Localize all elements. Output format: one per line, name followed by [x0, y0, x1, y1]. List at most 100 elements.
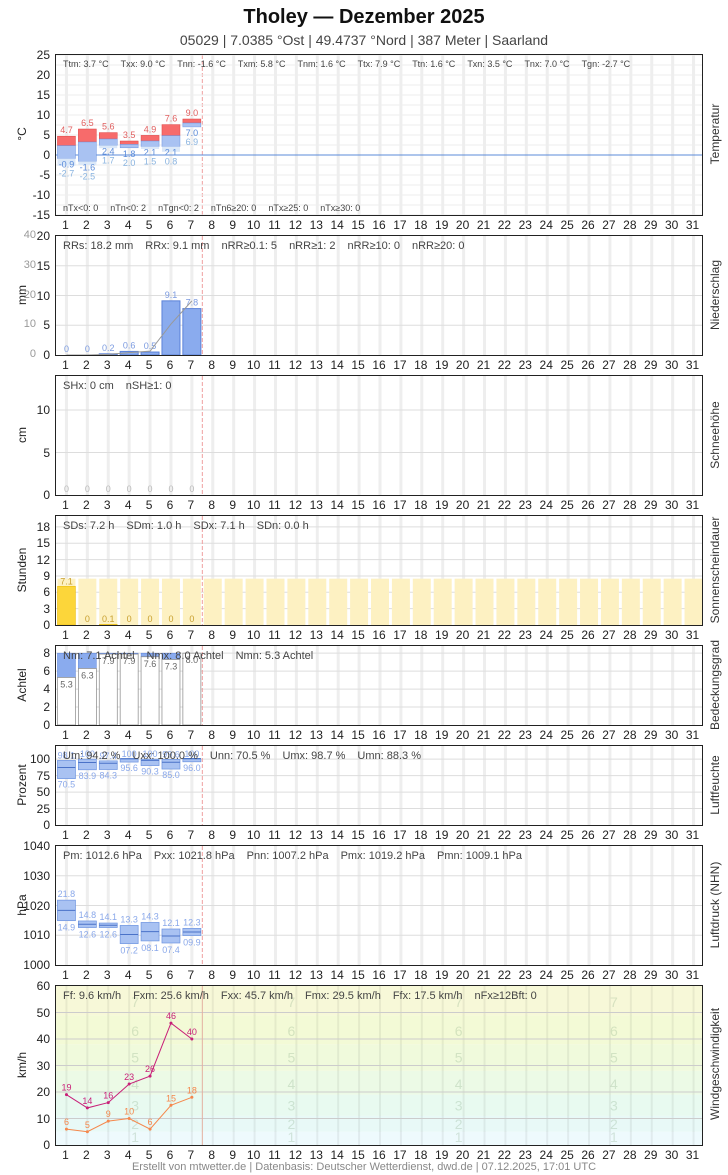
svg-text:2.4: 2.4	[102, 146, 115, 156]
stat-item: Ttn: 1.6 °C	[412, 59, 456, 69]
panel-stats: Pm: 1012.6 hPa Pxx: 1021.8 hPa Pnn: 1007.2…	[63, 850, 534, 862]
stat-item: nRR≥0.1: 5	[221, 240, 278, 252]
x-tick-label: 1	[62, 728, 69, 742]
svg-text:0: 0	[168, 614, 173, 624]
svg-text:07.2: 07.2	[120, 946, 138, 956]
panel-wind: 1 2 3 4 5 6 7 1 2 3 4 5 6 7 1 2 3 4 5 6 7 1 2 3 4 5 6 7 19 14 16 23 26 46…	[55, 985, 703, 1146]
x-tick-label: 23	[518, 498, 532, 512]
svg-text:96.0: 96.0	[183, 763, 201, 773]
x-tick-label: 14	[330, 828, 344, 842]
svg-text:0.8: 0.8	[165, 157, 178, 167]
svg-text:2.1: 2.1	[144, 148, 157, 158]
x-tick-label: 28	[623, 498, 637, 512]
y-tick-label: 0	[43, 618, 50, 632]
x-tick-label: 22	[497, 498, 512, 512]
x-tick-label: 27	[602, 358, 616, 372]
svg-text:1: 1	[287, 1129, 295, 1145]
y-axis-label: °C	[15, 127, 29, 141]
svg-text:4.7: 4.7	[60, 125, 73, 135]
svg-text:100: 100	[143, 749, 158, 759]
svg-text:-0.9: -0.9	[59, 160, 75, 170]
x-tick-label: 1	[62, 628, 69, 642]
svg-text:-2.5: -2.5	[80, 171, 96, 181]
svg-text:1.8: 1.8	[123, 149, 136, 159]
x-tick-label: 7	[187, 218, 195, 232]
y-tick-label: 18	[36, 519, 50, 534]
y-tick-label-secondary: 30	[23, 258, 36, 271]
panel-bedeckung: 5.3 6.3 7.9 7.9 7.6 7.3 8.0 Nm: 7.1 Achtel Nmx: …	[55, 645, 703, 726]
stat-item: nFx≥12Bft: 0	[474, 990, 537, 1002]
x-tick-label: 16	[372, 728, 386, 742]
x-tick-label: 8	[208, 358, 216, 372]
svg-text:0.1: 0.1	[102, 614, 115, 624]
svg-text:0: 0	[127, 484, 132, 494]
x-tick-label: 10	[246, 728, 261, 742]
stat-item: Umn: 88.3 %	[357, 750, 421, 762]
svg-text:16: 16	[103, 1091, 113, 1101]
stat-item: Ffx: 17.5 km/h	[392, 990, 463, 1002]
x-tick-label: 17	[393, 728, 407, 742]
stat-item: Pmx: 1019.2 hPa	[340, 850, 425, 862]
svg-text:08.1: 08.1	[141, 943, 159, 953]
x-tick-label: 7	[187, 828, 195, 842]
x-tick-label: 24	[539, 628, 553, 642]
svg-text:6: 6	[610, 1023, 618, 1039]
stat-item: Unn: 70.5 %	[209, 750, 271, 762]
x-tick-label: 27	[602, 498, 616, 512]
stat-item: Pm: 1012.6 hPa	[63, 850, 142, 862]
panel-schneehoehe: 0 0 0 0 0 0 0 SHx: 0 cm nSH≥1: 0	[55, 375, 703, 496]
svg-text:7: 7	[131, 994, 139, 1010]
x-tick-label: 20	[455, 218, 470, 232]
x-tick-label: 31	[685, 498, 700, 512]
svg-text:1.7: 1.7	[102, 155, 115, 165]
x-tick-label: 12	[288, 498, 303, 512]
y-tick-label: 0	[43, 818, 50, 832]
x-tick-label: 8	[208, 968, 216, 982]
x-tick-label: 20	[455, 828, 470, 842]
x-tick-label: 8	[208, 1148, 216, 1162]
x-tick-label: 28	[623, 628, 637, 642]
svg-text:6.5: 6.5	[81, 118, 94, 128]
x-tick-label: 18	[414, 828, 428, 842]
y-axis-label: hPa	[15, 893, 29, 916]
svg-text:0: 0	[106, 484, 111, 494]
stat-item: nTx≥25: 0	[268, 203, 309, 213]
x-tick-label: 11	[268, 968, 281, 982]
x-tick-label: 29	[644, 498, 658, 512]
x-tick-label: 18	[414, 1148, 428, 1162]
svg-text:18: 18	[187, 1085, 197, 1095]
x-tick-label: 27	[602, 1148, 616, 1162]
x-tick-label: 20	[455, 498, 470, 512]
svg-text:100: 100	[80, 749, 95, 759]
x-tick-label: 7	[187, 1148, 195, 1162]
x-tick-label: 12	[288, 218, 303, 232]
page-title: Tholey — Dezember 2025	[243, 6, 485, 28]
svg-text:5: 5	[455, 1050, 463, 1066]
x-tick-label: 6	[166, 358, 174, 372]
x-tick-label: 23	[518, 218, 532, 232]
y-tick-label: 20	[36, 68, 50, 82]
stat-item: Pnn: 1007.2 hPa	[246, 850, 329, 862]
x-tick-label: 16	[372, 218, 386, 232]
x-tick-label: 17	[393, 358, 407, 372]
x-tick-label: 3	[103, 968, 111, 982]
svg-text:0: 0	[148, 484, 153, 494]
y-tick-label: -5	[39, 168, 50, 182]
x-tick-label: 12	[288, 968, 303, 982]
x-tick-label: 25	[560, 218, 574, 232]
x-tick-label: 1	[62, 218, 69, 232]
x-tick-label: 9	[229, 728, 237, 742]
x-tick-label: 18	[414, 358, 428, 372]
x-tick-label: 31	[685, 968, 700, 982]
y-tick-label: -10	[32, 188, 50, 202]
x-tick-label: 11	[268, 498, 281, 512]
svg-text:3: 3	[455, 1097, 463, 1113]
x-tick-label: 14	[330, 1148, 344, 1162]
stat-item: Nmn: 5.3 Achtel	[235, 650, 314, 662]
y-tick-label: 0	[43, 1138, 50, 1152]
svg-text:7: 7	[287, 994, 295, 1010]
y-tick-label: 12	[36, 552, 50, 567]
svg-text:0: 0	[189, 484, 194, 494]
x-tick-label: 25	[560, 358, 574, 372]
svg-text:12.3: 12.3	[183, 917, 201, 927]
